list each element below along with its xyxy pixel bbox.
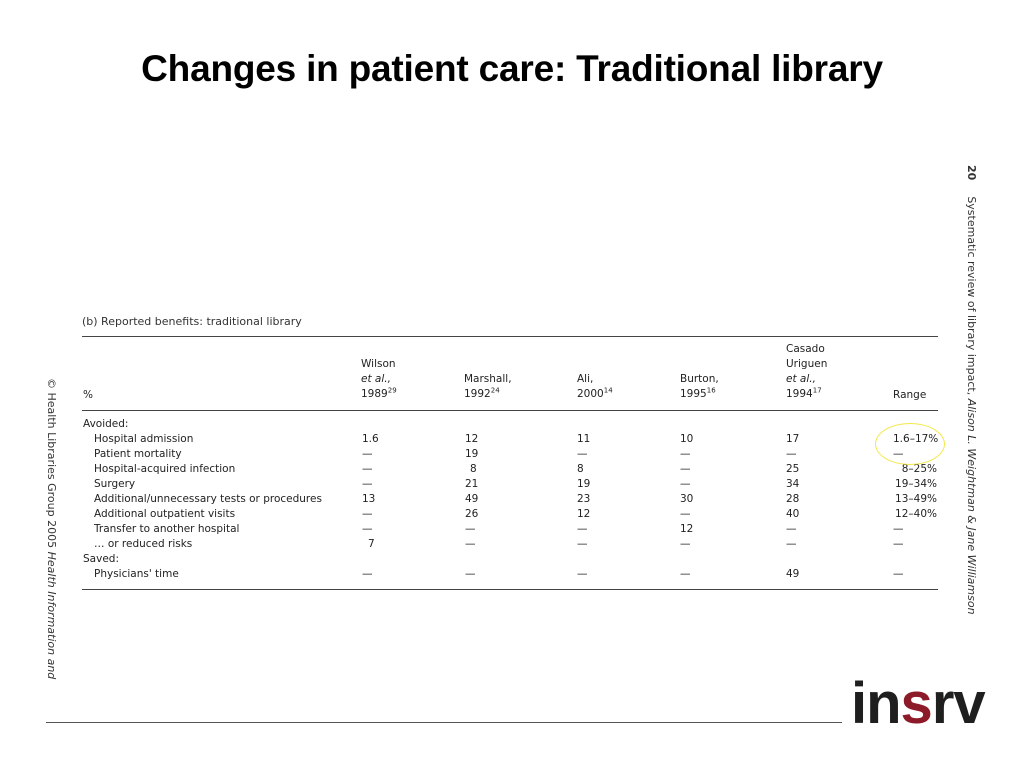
cell: 21: [465, 478, 479, 490]
page-number: 20: [965, 165, 978, 181]
cell: —: [577, 568, 588, 580]
cell-range: —: [893, 568, 904, 580]
cell: —: [362, 448, 373, 460]
cell: 7: [368, 538, 375, 550]
cell: 19: [465, 448, 479, 460]
table-bottom-rule: [82, 589, 938, 590]
row-label: Hospital-acquired infection: [94, 463, 236, 475]
cell: —: [465, 523, 476, 535]
footer-divider: [46, 722, 842, 723]
copyright-line: © Health Libraries Group 2005 Health Inf…: [45, 378, 58, 680]
cell: —: [362, 478, 373, 490]
header-study-burton: Burton, 199516: [680, 373, 719, 400]
cell-range: 12–40%: [895, 508, 937, 520]
header-study-marshall: Marshall, 199224: [464, 373, 512, 400]
slide-title: Changes in patient care: Traditional lib…: [141, 48, 883, 89]
cell: 12: [465, 433, 479, 445]
row-label: … or reduced risks: [94, 538, 193, 550]
row-label: Physicians' time: [94, 568, 179, 580]
cell: 8: [577, 463, 584, 475]
cell: 23: [577, 493, 591, 505]
cell: —: [786, 538, 797, 550]
header-study-wilson: Wilson et al., 198929: [361, 358, 397, 400]
row-label: Surgery: [94, 478, 136, 490]
cell: —: [362, 463, 373, 475]
table-header-rule: [82, 410, 938, 411]
cell: —: [362, 568, 373, 580]
cell: 8: [470, 463, 477, 475]
cell: 40: [786, 508, 800, 520]
header-study-casado: Casado Uriguen et al., 199417: [786, 343, 828, 400]
cell: —: [465, 568, 476, 580]
header-percent: %: [83, 389, 93, 401]
cell: —: [680, 478, 691, 490]
cell: —: [786, 448, 797, 460]
cell-range: —: [893, 538, 904, 550]
cell: —: [786, 523, 797, 535]
cell: 1.6: [362, 433, 379, 445]
section-avoided: Avoided:: [83, 418, 129, 430]
cell: —: [465, 538, 476, 550]
cell: —: [680, 538, 691, 550]
section-saved: Saved:: [83, 553, 119, 565]
cell: —: [577, 523, 588, 535]
row-label: Patient mortality: [94, 448, 182, 460]
cell: 11: [577, 433, 591, 445]
table-top-rule: [82, 336, 938, 337]
cell: 49: [786, 568, 800, 580]
cell: 28: [786, 493, 800, 505]
cell: 19: [577, 478, 591, 490]
cell: 12: [577, 508, 591, 520]
cell: —: [577, 538, 588, 550]
header-range: Range: [893, 389, 927, 401]
cell: 30: [680, 493, 694, 505]
cell: —: [362, 523, 373, 535]
cell: 13: [362, 493, 376, 505]
cell: 12: [680, 523, 694, 535]
cell: —: [680, 568, 691, 580]
cell: 10: [680, 433, 694, 445]
cell-range: 8–25%: [901, 463, 937, 475]
cell-range: 13–49%: [895, 493, 937, 505]
cell: 26: [465, 508, 479, 520]
cell: 34: [786, 478, 800, 490]
cell: 49: [465, 493, 479, 505]
header-study-ali: Ali, 200014: [577, 373, 613, 400]
row-label: Hospital admission: [94, 433, 194, 445]
insrv-logo: insrv: [851, 671, 986, 736]
cell: —: [362, 508, 373, 520]
cell: 25: [786, 463, 800, 475]
cell-range: —: [893, 523, 904, 535]
cell: —: [680, 508, 691, 520]
cell: —: [680, 463, 691, 475]
row-label: Transfer to another hospital: [94, 523, 240, 535]
cell: —: [577, 448, 588, 460]
running-head: 20Systematic review of library impact, A…: [965, 165, 978, 615]
cell: 17: [786, 433, 800, 445]
row-label: Additional/unnecessary tests or procedur…: [94, 493, 322, 505]
highlight-circle: [875, 423, 945, 465]
cell: —: [680, 448, 691, 460]
cell-range: 19–34%: [895, 478, 937, 490]
row-label: Additional outpatient visits: [94, 508, 236, 520]
table-caption: (b) Reported benefits: traditional libra…: [82, 315, 302, 328]
